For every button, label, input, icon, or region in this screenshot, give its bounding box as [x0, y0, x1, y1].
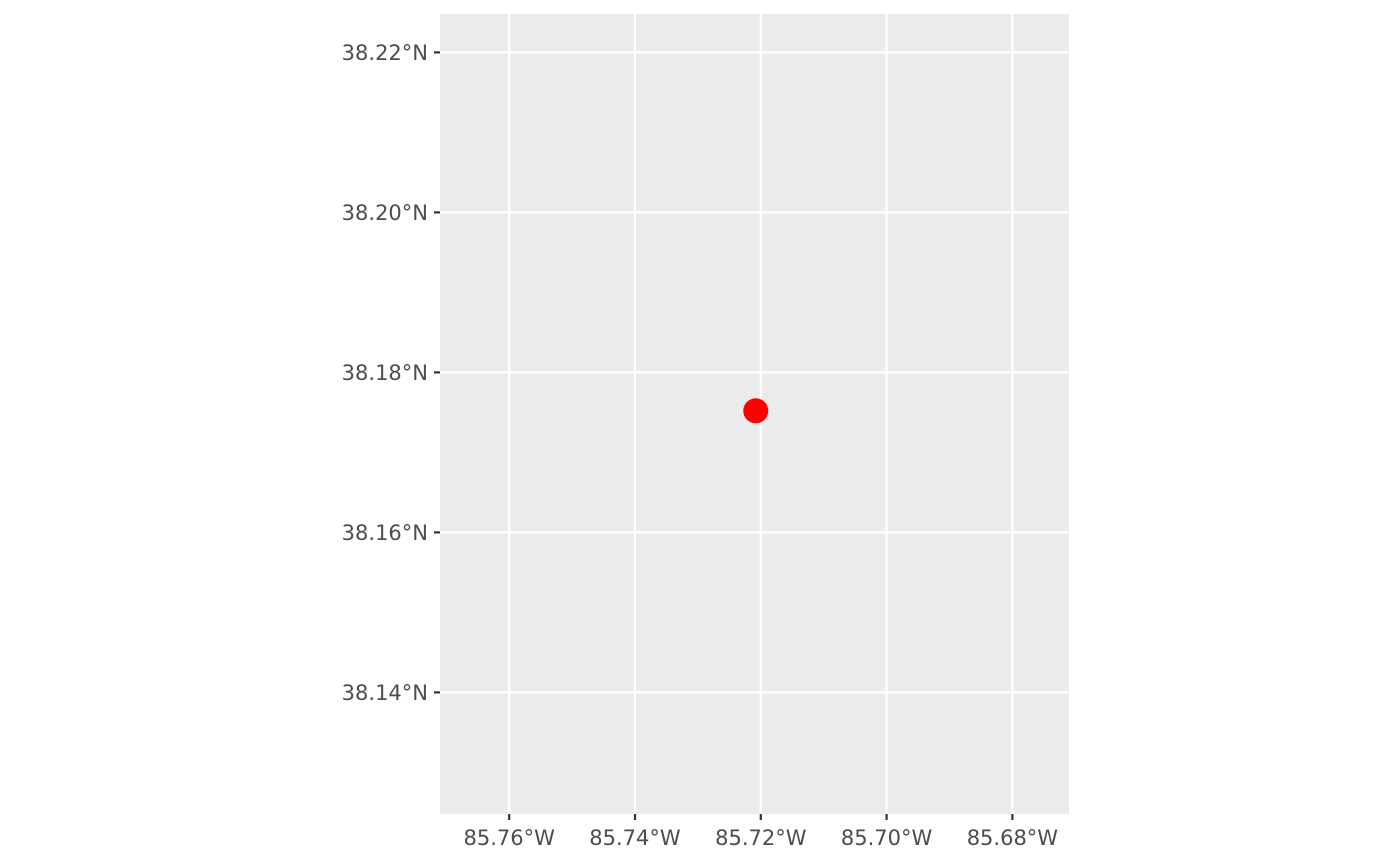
x-tick-label: 85.76°W: [463, 826, 555, 850]
latitude-axis: 38.14°N 38.16°N 38.18°N 38.20°N 38.22°N: [342, 41, 440, 705]
x-tick-label: 85.74°W: [589, 826, 681, 850]
longitude-axis: 85.76°W 85.74°W 85.72°W 85.70°W 85.68°W: [463, 814, 1058, 850]
location-point: [743, 398, 769, 424]
x-tick-label: 85.72°W: [715, 826, 807, 850]
y-tick-label: 38.20°N: [342, 201, 428, 225]
y-tick-label: 38.22°N: [342, 41, 428, 65]
y-tick-label: 38.14°N: [342, 681, 428, 705]
x-tick-label: 85.68°W: [967, 826, 1059, 850]
y-tick-label: 38.18°N: [342, 361, 428, 385]
y-tick-label: 38.16°N: [342, 521, 428, 545]
x-tick-label: 85.70°W: [841, 826, 933, 850]
point-layer: [743, 398, 769, 424]
